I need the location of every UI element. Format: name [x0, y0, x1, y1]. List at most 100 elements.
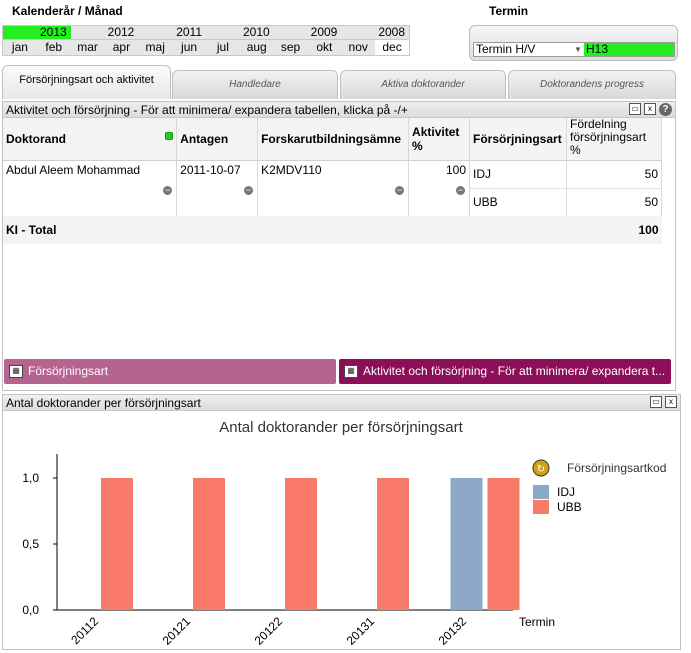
table-panel-title: Aktivitet och försörjning - För att mini… [3, 102, 675, 118]
table-panel-title-text: Aktivitet och försörjning - För att mini… [6, 103, 408, 117]
x-tick-label: 20131 [344, 614, 378, 648]
bar-ubb-20121[interactable] [193, 478, 225, 610]
x-axis-label: Termin [519, 615, 555, 629]
legend-swatch-ubb [533, 500, 549, 514]
cell-fordelning: 50 [566, 188, 662, 216]
month-okt[interactable]: okt [316, 40, 333, 54]
month-feb[interactable]: feb [45, 40, 63, 54]
legend-swatch-idj [533, 485, 549, 499]
svg-text:↻: ↻ [537, 464, 545, 475]
selection-indicator-icon [165, 132, 174, 140]
total-value: 100 [638, 223, 659, 237]
cell-doktorand: Abdul Aleem Mohammad − [3, 160, 178, 216]
print-icon[interactable]: ▭ [650, 396, 662, 408]
month-apr[interactable]: apr [112, 40, 131, 54]
year-bar: 2013 2012 2011 2010 2009 2008 [2, 25, 410, 40]
cell-aktivitet: 100 − [408, 160, 471, 216]
month-jan[interactable]: jan [11, 40, 28, 54]
collapse-icon[interactable]: − [244, 184, 254, 195]
tab-handledare[interactable]: Handledare [172, 70, 338, 99]
chart-panel-tools: ▭ x [650, 396, 677, 408]
termin-box: Termin H/V ▼ H13 [469, 25, 678, 61]
bar-ubb-20131[interactable] [377, 478, 409, 610]
col-aktivitet[interactable]: Aktivitet % [408, 118, 471, 161]
chart-title: Antal doktorander per försörjningsart [219, 419, 463, 436]
table-row: Abdul Aleem Mohammad − 2011-10-07 − K2MD… [3, 160, 662, 216]
cell-aktivitet-text: 100 [445, 162, 467, 177]
x-tick-label: 20121 [160, 614, 194, 648]
total-row: KI - Total 100 [3, 216, 662, 244]
excel-export-icon[interactable]: x [665, 396, 677, 408]
termin-select[interactable]: Termin H/V ▼ H13 [473, 42, 675, 57]
chart-panel-title-text: Antal doktorander per försörjningsart [6, 396, 201, 410]
y-tick-label: 1,0 [22, 471, 39, 485]
forsorjningsart-button-label: Försörjningsart [28, 364, 109, 378]
col-amne[interactable]: Forskarutbildningsämne [257, 118, 410, 161]
year-2012[interactable]: 2012 [107, 25, 135, 39]
chevron-down-icon: ▼ [574, 45, 582, 54]
month-jul[interactable]: jul [216, 40, 229, 54]
table-panel-tools: ▭ x ? [629, 103, 672, 116]
month-maj[interactable]: maj [145, 40, 165, 54]
table-panel: Aktivitet och försörjning - För att mini… [2, 101, 676, 391]
total-label: KI - Total [6, 223, 57, 237]
kalender-label: Kalenderår / Månad [12, 4, 123, 18]
cell-antagen: 2011-10-07 − [176, 160, 259, 216]
cell-fordelning: 50 [566, 160, 662, 189]
col-fordelning[interactable]: Fördelning försörjningsart % [566, 118, 662, 161]
month-jun[interactable]: jun [181, 40, 198, 54]
collapse-icon[interactable]: − [163, 184, 173, 195]
aktivitet-button-label: Aktivitet och försörjning - För att mini… [363, 364, 666, 378]
tab-aktiva-doktorander[interactable]: Aktiva doktorander [340, 70, 506, 99]
cycle-icon[interactable]: ↻ [532, 459, 550, 477]
calendar-selector: 2013 2012 2011 2010 2009 2008 jan feb ma… [2, 25, 410, 56]
collapse-icon[interactable]: − [456, 184, 466, 195]
bar-ubb-20132[interactable] [487, 478, 520, 610]
month-sep[interactable]: sep [280, 40, 301, 54]
excel-export-icon[interactable]: x [644, 103, 656, 115]
month-aug[interactable]: aug [246, 40, 267, 54]
legend-label-idj: IDJ [557, 485, 575, 499]
year-2011[interactable]: 2011 [176, 25, 203, 39]
table-icon: ▦ [344, 365, 358, 378]
forsorjningsart-button[interactable]: ▦ Försörjningsart [4, 359, 336, 384]
col-antagen[interactable]: Antagen [176, 118, 259, 161]
y-tick-label: 0,0 [22, 603, 39, 617]
data-table: Doktorand Antagen Forskarutbildningsämne… [3, 118, 662, 244]
year-2008[interactable]: 2008 [378, 25, 406, 39]
cell-antagen-text: 2011-10-07 [180, 162, 241, 177]
year-2009[interactable]: 2009 [310, 25, 338, 39]
col-doktorand-label: Doktorand [6, 131, 66, 146]
cell-doktorand-text: Abdul Aleem Mohammad [6, 162, 141, 177]
bar-ubb-20112[interactable] [101, 478, 133, 610]
year-2013[interactable]: 2013 [3, 26, 71, 39]
aktivitet-button[interactable]: ▦ Aktivitet och försörjning - För att mi… [339, 359, 671, 384]
month-mar[interactable]: mar [77, 40, 98, 54]
x-tick-label: 20132 [436, 614, 470, 648]
help-icon[interactable]: ? [659, 103, 672, 116]
data-table-wrap: Doktorand Antagen Forskarutbildningsämne… [3, 118, 662, 244]
termin-label: Termin [489, 4, 529, 18]
collapse-icon[interactable]: − [395, 184, 405, 195]
col-forsorjningsart[interactable]: Försörjningsart [469, 118, 567, 161]
year-2010[interactable]: 2010 [242, 25, 270, 39]
table-header-row: Doktorand Antagen Forskarutbildningsämne… [3, 118, 662, 161]
bar-idj-20132[interactable] [450, 478, 483, 610]
tab-doktorandens-progress[interactable]: Doktorandens progress [508, 70, 676, 99]
legend-label-ubb: UBB [557, 500, 582, 514]
chart-panel: Antal doktorander per försörjningsart ▭ … [2, 394, 681, 650]
month-nov[interactable]: nov [348, 40, 368, 54]
tab-forsorjningsart-aktivitet[interactable]: Försörjningsart och aktivitet [2, 65, 171, 99]
month-dec[interactable]: dec [375, 40, 409, 55]
bar-ubb-20122[interactable] [285, 478, 317, 610]
col-doktorand[interactable]: Doktorand [3, 118, 178, 161]
x-tick-label: 20112 [68, 614, 101, 647]
table-row: UBB 50 [3, 188, 662, 216]
x-tick-label: 20122 [252, 614, 286, 648]
bar-chart: Antal doktorander per försörjningsart 0,… [22, 419, 666, 648]
termin-selected-value: H13 [584, 43, 674, 56]
legend-title: Försörjningsartkod [567, 461, 666, 475]
cell-forsorjningsart: UBB [469, 188, 567, 216]
print-icon[interactable]: ▭ [629, 103, 641, 115]
